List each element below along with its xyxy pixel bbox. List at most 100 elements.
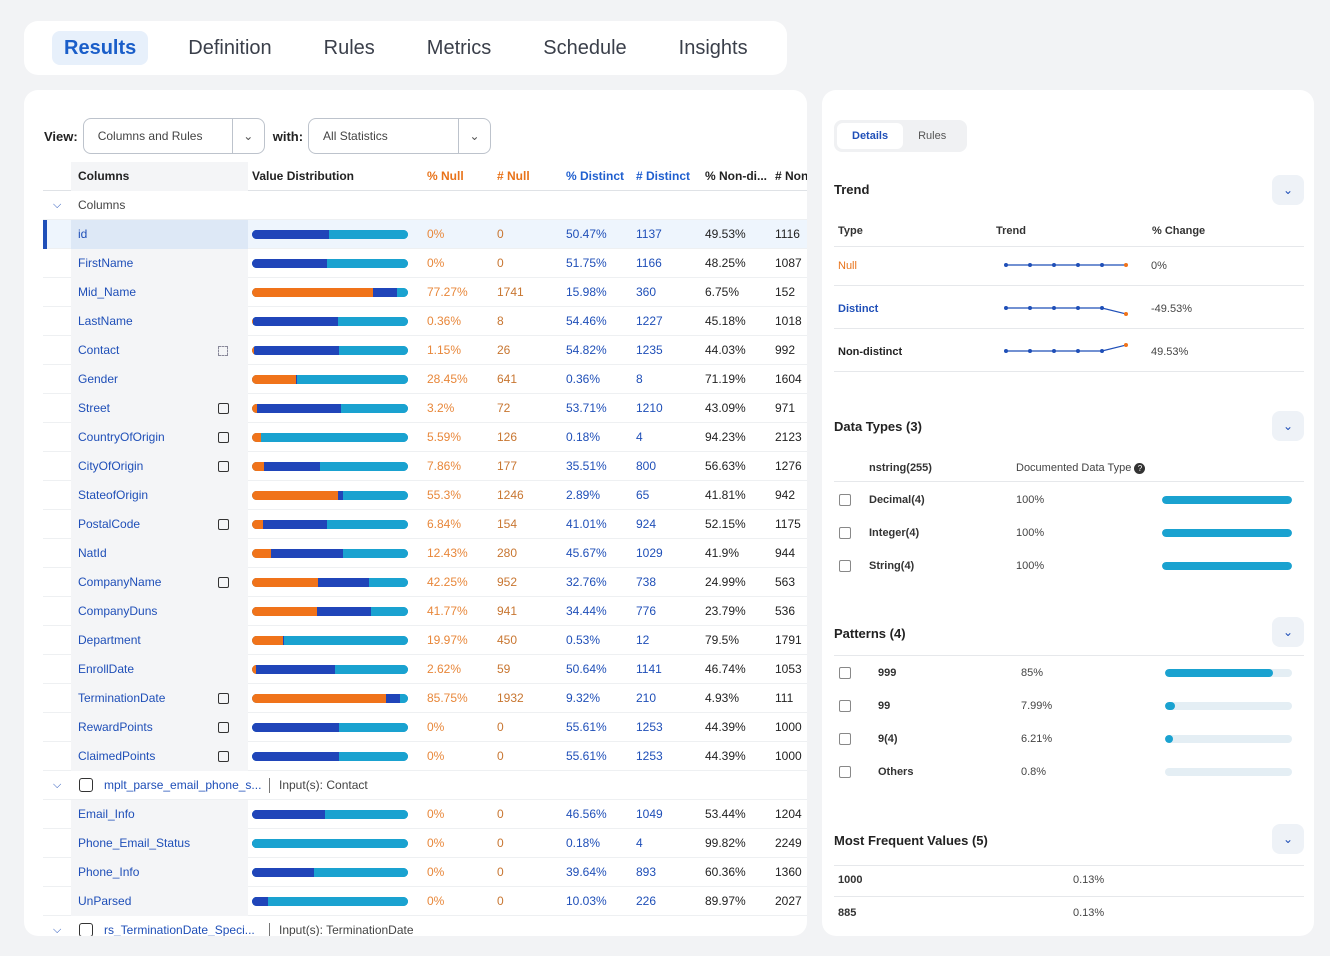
header-pct-null[interactable]: % Null [427, 169, 464, 183]
table-row[interactable]: ClaimedPoints 0% 0 55.61% 1253 44.39% 1000 [43, 742, 807, 771]
table-row[interactable]: CityOfOrigin 7.86% 177 35.51% 800 56.63% 1276 [43, 452, 807, 481]
table-row[interactable]: CompanyName 42.25% 952 32.76% 738 24.99% 563 [43, 568, 807, 597]
table-row[interactable]: id 0% 0 50.47% 1137 49.53% 1116 [43, 220, 807, 249]
column-name[interactable]: Department [78, 633, 141, 647]
view-select[interactable]: Columns and Rules ⌄ [82, 118, 265, 154]
datatypes-collapse-button[interactable]: ⌄ [1272, 411, 1304, 441]
table-row[interactable]: Contact 1.15% 26 54.82% 1235 44.03% 992 [43, 336, 807, 365]
column-name[interactable]: FirstName [78, 256, 134, 270]
table-row[interactable]: Mid_Name 77.27% 1741 15.98% 360 6.75% 152 [43, 278, 807, 307]
column-name[interactable]: TerminationDate [78, 691, 166, 705]
group-row[interactable]: ⌵ Columns [43, 191, 807, 220]
pattern-checkbox[interactable] [839, 667, 851, 679]
tab-details[interactable]: Details [837, 123, 904, 149]
header-columns[interactable]: Columns [78, 169, 130, 183]
column-name-cell [71, 887, 248, 916]
rule-icon[interactable] [218, 722, 229, 733]
column-name[interactable]: UnParsed [78, 894, 132, 908]
table-row[interactable]: Department 19.97% 450 0.53% 12 79.5% 1791 [43, 626, 807, 655]
pct-null: 19.97% [427, 633, 468, 647]
rule-icon[interactable] [218, 577, 229, 588]
pattern-checkbox[interactable] [839, 700, 851, 712]
pattern-checkbox[interactable] [839, 733, 851, 745]
column-name[interactable]: Contact [78, 343, 120, 357]
rule-icon[interactable] [218, 461, 229, 472]
patterns-collapse-button[interactable]: ⌄ [1272, 617, 1304, 647]
column-name[interactable]: ClaimedPoints [78, 749, 156, 763]
table-row[interactable]: UnParsed 0% 0 10.03% 226 89.97% 2027 [43, 887, 807, 916]
column-name[interactable]: CountryOfOrigin [78, 430, 165, 444]
header-num-non-distinct[interactable]: # Non [775, 169, 807, 183]
table-row[interactable]: Phone_Email_Status 0% 0 0.18% 4 99.82% 2249 [43, 829, 807, 858]
datatype-checkbox[interactable] [839, 494, 851, 506]
header-value-distribution[interactable]: Value Distribution [252, 169, 355, 183]
table-row[interactable]: NatId 12.43% 280 45.67% 1029 41.9% 944 [43, 539, 807, 568]
rule-icon[interactable] [218, 519, 229, 530]
column-name[interactable]: CompanyDuns [78, 604, 158, 618]
chevron-down-icon[interactable]: ⌵ [53, 924, 62, 936]
pct-distinct: 53.71% [566, 401, 607, 415]
table-row[interactable]: LastName 0.36% 8 54.46% 1227 45.18% 1018 [43, 307, 807, 336]
rule-name[interactable]: rs_TerminationDate_Speci... [104, 923, 255, 936]
table-row[interactable]: FirstName 0% 0 51.75% 1166 48.25% 1087 [43, 249, 807, 278]
header-pct-distinct[interactable]: % Distinct [566, 169, 625, 183]
pct-null: 7.86% [427, 459, 462, 473]
frequent-values-collapse-button[interactable]: ⌄ [1272, 824, 1304, 854]
table-row[interactable]: EnrollDate 2.62% 59 50.64% 1141 46.74% 1053 [43, 655, 807, 684]
column-name[interactable]: Mid_Name [78, 285, 137, 299]
chevron-down-icon[interactable]: ⌄ [458, 119, 490, 153]
rule-icon[interactable] [218, 693, 229, 704]
table-row[interactable]: Phone_Info 0% 0 39.64% 893 60.36% 1360 [43, 858, 807, 887]
header-num-null[interactable]: # Null [497, 169, 530, 183]
column-name[interactable]: NatId [78, 546, 107, 560]
column-name[interactable]: Gender [78, 372, 119, 386]
statistics-select[interactable]: All Statistics ⌄ [308, 118, 492, 154]
table-row[interactable]: CountryOfOrigin 5.59% 126 0.18% 4 94.23% 2123 [43, 423, 807, 452]
table-row[interactable]: Street 3.2% 72 53.71% 1210 43.09% 971 [43, 394, 807, 423]
column-name[interactable]: Street [78, 401, 111, 415]
tab-rules[interactable]: Rules [323, 37, 375, 59]
group-row[interactable]: ⌵ mplt_parse_email_phone_s... Input(s): Co… [43, 771, 807, 800]
group-row[interactable]: ⌵ rs_TerminationDate_Speci... Input(s): Te… [43, 916, 807, 936]
datatype-checkbox[interactable] [839, 560, 851, 572]
tab-schedule[interactable]: Schedule [543, 37, 627, 59]
tab-metrics[interactable]: Metrics [426, 37, 492, 59]
rule-icon[interactable] [218, 432, 229, 443]
table-row[interactable]: RewardPoints 0% 0 55.61% 1253 44.39% 1000 [43, 713, 807, 742]
pattern-checkbox[interactable] [839, 766, 851, 778]
column-name[interactable]: id [78, 227, 88, 241]
column-name[interactable]: StateofOrigin [78, 488, 149, 502]
table-row[interactable]: Email_Info 0% 0 46.56% 1049 53.44% 1204 [43, 800, 807, 829]
table-row[interactable]: PostalCode 6.84% 154 41.01% 924 52.15% 1175 [43, 510, 807, 539]
column-name[interactable]: Phone_Email_Status [78, 836, 191, 850]
rule-name[interactable]: mplt_parse_email_phone_s... [104, 778, 262, 792]
table-row[interactable]: CompanyDuns 41.77% 941 34.44% 776 23.79% 536 [43, 597, 807, 626]
header-num-distinct[interactable]: # Distinct [636, 169, 691, 183]
tab-insights[interactable]: Insights [678, 37, 748, 59]
column-name[interactable]: CompanyName [78, 575, 162, 589]
tab-details-rules[interactable]: Rules [918, 130, 947, 142]
column-name[interactable]: Email_Info [78, 807, 135, 821]
tab-results[interactable]: Results [52, 31, 149, 65]
help-icon[interactable]: ? [1134, 463, 1146, 474]
table-row[interactable]: StateofOrigin 55.3% 1246 2.89% 65 41.81% 942 [43, 481, 807, 510]
column-name[interactable]: RewardPoints [78, 720, 153, 734]
chevron-down-icon[interactable]: ⌵ [53, 199, 62, 211]
column-name[interactable]: CityOfOrigin [78, 459, 144, 473]
rule-icon[interactable] [218, 403, 229, 414]
rule-icon[interactable] [218, 751, 229, 762]
trend-collapse-button[interactable]: ⌄ [1272, 175, 1304, 205]
tab-definition[interactable]: Definition [188, 37, 272, 59]
table-row[interactable]: TerminationDate 85.75% 1932 9.32% 210 4.93% 11… [43, 684, 807, 713]
column-name[interactable]: LastName [78, 314, 133, 328]
chevron-down-icon[interactable]: ⌵ [53, 779, 62, 791]
qr-code-icon[interactable] [218, 346, 228, 356]
datatype-checkbox[interactable] [839, 527, 851, 539]
column-name[interactable]: EnrollDate [78, 662, 135, 676]
header-pct-non-distinct[interactable]: % Non-di... [705, 169, 767, 183]
table-row[interactable]: Gender 28.45% 641 0.36% 8 71.19% 1604 [43, 365, 807, 394]
column-name[interactable]: Phone_Info [78, 865, 140, 879]
column-name[interactable]: PostalCode [78, 517, 141, 531]
non-distinct-segment [256, 665, 336, 674]
chevron-down-icon[interactable]: ⌄ [231, 119, 264, 153]
